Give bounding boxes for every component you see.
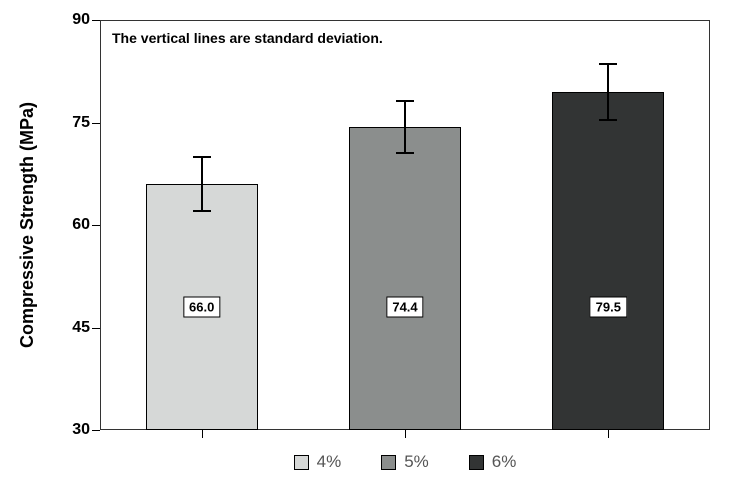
y-tick-label: 75	[50, 114, 90, 132]
y-tick-mark	[92, 328, 100, 329]
error-bar-cap-bottom	[193, 210, 211, 212]
y-tick-mark	[92, 20, 100, 21]
x-tick-mark	[608, 430, 609, 438]
chart-note: The vertical lines are standard deviatio…	[112, 30, 383, 46]
x-tick-mark	[405, 430, 406, 438]
error-bar-line	[201, 157, 203, 212]
legend-label: 5%	[404, 452, 429, 472]
error-bar-cap-bottom	[599, 119, 617, 121]
error-bar-line	[404, 101, 406, 153]
legend-item: 6%	[469, 452, 517, 472]
legend-swatch	[294, 455, 309, 470]
x-tick-mark	[202, 430, 203, 438]
legend: 4% 5% 6%	[100, 452, 710, 472]
legend-swatch	[469, 455, 484, 470]
legend-label: 4%	[317, 452, 342, 472]
error-bar-cap-top	[193, 156, 211, 158]
bar	[552, 92, 664, 430]
y-tick-label: 60	[50, 216, 90, 234]
bar	[349, 127, 461, 430]
legend-item: 4%	[294, 452, 342, 472]
y-tick-mark	[92, 225, 100, 226]
y-tick-label: 45	[50, 319, 90, 337]
error-bar-cap-top	[396, 100, 414, 102]
y-tick-label: 90	[50, 11, 90, 29]
y-tick-mark	[92, 430, 100, 431]
y-tick-mark	[92, 123, 100, 124]
bar-value-label: 74.4	[386, 297, 423, 318]
error-bar-cap-bottom	[396, 152, 414, 154]
y-axis-title: Compressive Strength (MPa)	[17, 102, 38, 348]
error-bar-cap-top	[599, 63, 617, 65]
error-bar-line	[607, 64, 609, 120]
bar-value-label: 66.0	[183, 297, 220, 318]
y-tick-label: 30	[50, 421, 90, 439]
legend-item: 5%	[381, 452, 429, 472]
compressive-strength-bar-chart: 30 45 60 75 90 Compressive Strength (MPa) 66.0…	[0, 0, 747, 502]
legend-label: 6%	[492, 452, 517, 472]
bar-value-label: 79.5	[590, 297, 627, 318]
legend-swatch	[381, 455, 396, 470]
